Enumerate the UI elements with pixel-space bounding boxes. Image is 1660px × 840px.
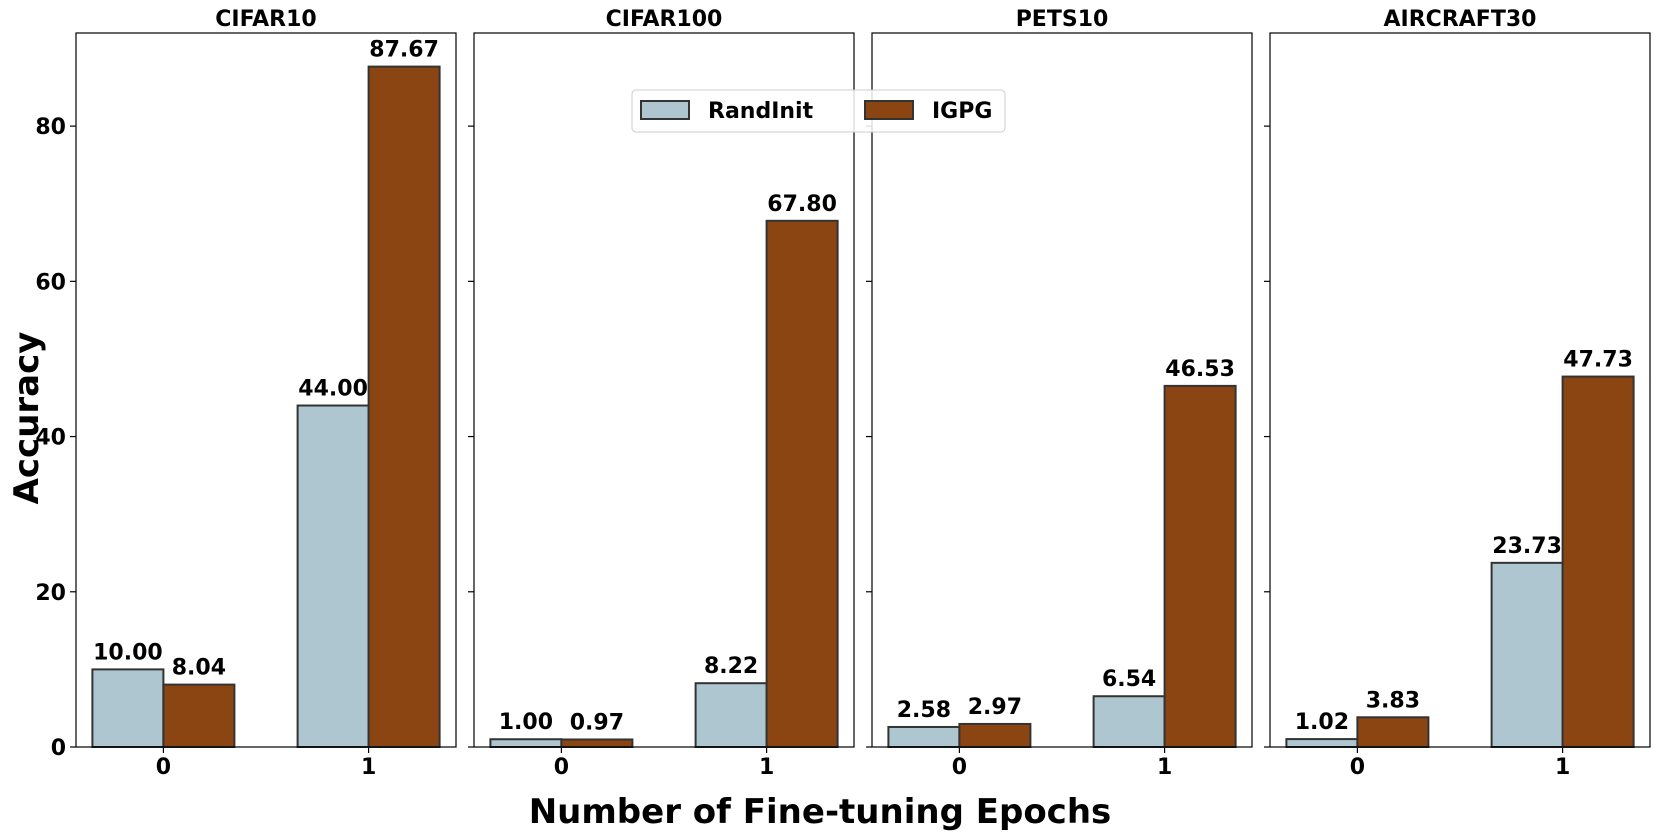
x-tick-label: 1	[759, 755, 774, 780]
panel-title: PETS10	[1016, 7, 1109, 32]
bar-cifar10-igpg-epoch-0	[162, 683, 236, 748]
bar-cifar10-igpg-epoch-1	[367, 65, 441, 749]
value-label: 10.00	[93, 640, 163, 665]
value-label: 47.73	[1563, 348, 1633, 373]
bar-aircraft30-igpg-epoch-0	[1356, 716, 1430, 749]
value-label: 23.73	[1492, 534, 1562, 559]
legend-label-randinit: RandInit	[708, 99, 814, 124]
panel-pets10: 0 2.58 2.97 1 6.54 46.53 PETS10	[866, 7, 1253, 780]
value-label: 3.83	[1366, 688, 1420, 713]
value-label: 0.97	[570, 710, 624, 735]
legend-swatch-igpg	[864, 100, 914, 120]
bar-pets10-igpg-epoch-0	[958, 722, 1032, 748]
panel-frame	[473, 32, 855, 748]
value-label: 1.02	[1295, 710, 1349, 735]
value-label: 8.04	[172, 656, 226, 681]
bar-cifar100-randinit-epoch-1	[694, 682, 768, 748]
x-tick-label: 1	[1555, 755, 1570, 780]
bar-pets10-igpg-epoch-1	[1163, 384, 1237, 748]
x-tick-label: 1	[1157, 755, 1172, 780]
value-label: 67.80	[767, 192, 837, 217]
legend: RandInit IGPG	[631, 89, 1006, 133]
bar-cifar100-randinit-epoch-0	[489, 738, 563, 749]
x-tick-label: 0	[156, 755, 171, 780]
x-axis-title: Number of Fine-tuning Epochs	[529, 792, 1112, 832]
bar-cifar10-randinit-epoch-0	[91, 668, 165, 748]
panel-cifar10: 0 20 40 60 80 0 10.00 8.04 1 44.00 87.67 CIFAR10	[35, 7, 457, 780]
value-label: 2.97	[968, 695, 1022, 720]
value-label: 44.00	[298, 377, 368, 402]
x-tick-label: 0	[1350, 755, 1365, 780]
legend-label-igpg: IGPG	[932, 99, 992, 124]
value-label: 87.67	[369, 38, 439, 63]
y-tick-label: 60	[35, 270, 66, 295]
bar-cifar100-igpg-epoch-1	[765, 219, 839, 748]
bar-aircraft30-randinit-epoch-0	[1285, 738, 1359, 749]
value-label: 46.53	[1165, 357, 1235, 382]
bar-aircraft30-igpg-epoch-1	[1561, 375, 1635, 748]
x-tick-label: 1	[361, 755, 376, 780]
bar-cifar100-igpg-epoch-0	[560, 738, 634, 749]
x-tick-label: 0	[952, 755, 967, 780]
value-label: 8.22	[704, 654, 758, 679]
value-label: 1.00	[499, 710, 553, 735]
panel-cifar100: 01.00 0.97 1 8.22 67.80 CIFAR100	[468, 7, 855, 780]
value-label: 2.58	[897, 698, 951, 723]
panel-aircraft30: 01.02 3.83 1 23.73 47.73 AIRCRAFT30	[1264, 7, 1651, 780]
panel-frame	[871, 32, 1253, 748]
bar-pets10-randinit-epoch-1	[1092, 695, 1166, 748]
x-tick-label: 0	[554, 755, 569, 780]
y-tick-label: 80	[35, 115, 66, 140]
panel-frame	[75, 32, 457, 748]
bar-pets10-randinit-epoch-0	[887, 725, 961, 748]
legend-swatch-randinit	[640, 100, 690, 120]
panel-title: AIRCRAFT30	[1384, 7, 1537, 32]
panel-title: CIFAR10	[215, 7, 316, 32]
y-tick-label: 20	[35, 581, 66, 606]
y-tick-label: 40	[35, 426, 66, 451]
y-axis-title: Accuracy	[7, 332, 47, 505]
value-label: 6.54	[1102, 667, 1156, 692]
panel-frame	[1269, 32, 1651, 748]
panels-layer: 020406080010.008.04144.0087.67CIFAR1001.…	[35, 7, 1651, 780]
panel-title: CIFAR100	[606, 7, 723, 32]
y-tick-label: 0	[51, 736, 66, 761]
bar-cifar10-randinit-epoch-1	[296, 404, 370, 748]
bar-aircraft30-randinit-epoch-1	[1490, 561, 1564, 749]
